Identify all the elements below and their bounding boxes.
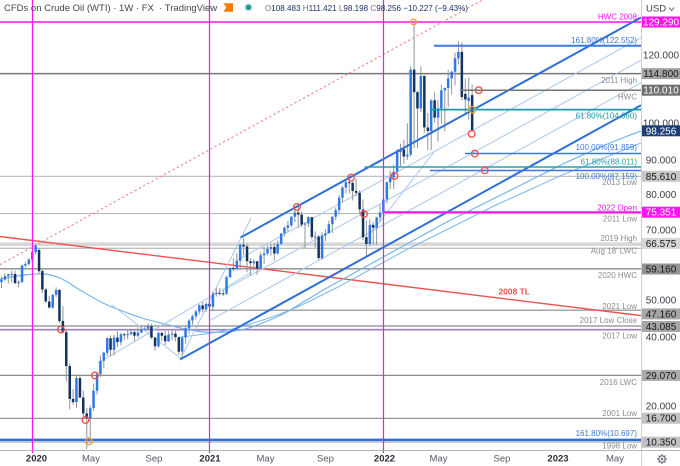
svg-text:161.80%(10.697): 161.80%(10.697) xyxy=(576,429,638,438)
svg-text:2019 High: 2019 High xyxy=(601,234,637,243)
svg-text:HWC: HWC xyxy=(618,93,637,102)
svg-text:85.610: 85.610 xyxy=(646,172,677,183)
svg-text:40.000: 40.000 xyxy=(646,333,677,344)
svg-text:May: May xyxy=(430,454,448,465)
svg-text:2016 LWC: 2016 LWC xyxy=(600,378,637,387)
svg-text:70.000: 70.000 xyxy=(646,225,677,236)
svg-text:98.256: 98.256 xyxy=(646,126,677,137)
svg-text:61.80%(88.011): 61.80%(88.011) xyxy=(581,158,638,167)
svg-text:1998 Low: 1998 Low xyxy=(602,442,637,451)
svg-text:2020: 2020 xyxy=(26,454,47,465)
svg-text:114.800: 114.800 xyxy=(643,69,679,80)
svg-text:110.010: 110.010 xyxy=(643,86,679,97)
svg-text:100.00%(87.159): 100.00%(87.159) xyxy=(576,172,638,181)
svg-text:120.000: 120.000 xyxy=(643,50,680,61)
svg-text:2017 Low Close: 2017 Low Close xyxy=(580,316,638,325)
svg-text:50.000: 50.000 xyxy=(646,296,677,307)
svg-text:10.350: 10.350 xyxy=(646,438,677,449)
svg-text:2017 Low: 2017 Low xyxy=(602,332,637,341)
svg-text:16.700: 16.700 xyxy=(646,414,677,425)
svg-text:80.000: 80.000 xyxy=(646,190,677,201)
svg-text:May: May xyxy=(606,454,624,465)
svg-text:100.00%(91.859): 100.00%(91.859) xyxy=(576,143,638,152)
svg-text:129.290: 129.290 xyxy=(643,18,680,29)
svg-text:2011 High: 2011 High xyxy=(601,76,637,85)
svg-text:2022 Open: 2022 Open xyxy=(597,204,637,213)
svg-text:2013 Low: 2013 Low xyxy=(602,178,637,187)
svg-text:Sep: Sep xyxy=(494,454,511,465)
svg-text:Sep: Sep xyxy=(317,454,334,465)
svg-text:2021: 2021 xyxy=(199,454,221,465)
svg-text:May: May xyxy=(82,454,100,465)
svg-text:61.80%(104.060): 61.80%(104.060) xyxy=(576,112,638,121)
svg-text:2020 HWC: 2020 HWC xyxy=(598,271,637,280)
svg-text:161.80%(122.552): 161.80%(122.552) xyxy=(571,36,637,45)
svg-text:2021 Low: 2021 Low xyxy=(602,302,637,311)
svg-text:66.575: 66.575 xyxy=(646,239,677,250)
svg-text:May: May xyxy=(257,454,275,465)
svg-text:2008 TL: 2008 TL xyxy=(498,287,530,297)
svg-text:USD: USD xyxy=(646,4,666,15)
svg-text:Sep: Sep xyxy=(146,454,163,465)
svg-text:2001 Low: 2001 Low xyxy=(602,409,637,418)
svg-text:CFDs on Crude Oil (WTI) · 1W ·: CFDs on Crude Oil (WTI) · 1W · FX · Trad… xyxy=(4,3,217,14)
svg-text:Aug 18' LWC: Aug 18' LWC xyxy=(591,247,638,256)
svg-text:O108.483 H111.421 L98.198 C98.: O108.483 H111.421 L98.198 C98.256 −10.22… xyxy=(265,3,468,13)
svg-text:2011 Low: 2011 Low xyxy=(603,215,637,224)
svg-text:20.000: 20.000 xyxy=(646,402,677,413)
svg-text:2023: 2023 xyxy=(547,454,568,465)
svg-text:29.070: 29.070 xyxy=(646,371,677,382)
svg-text:100.000: 100.000 xyxy=(643,119,680,130)
svg-text:75.351: 75.351 xyxy=(646,208,677,219)
svg-text:2022: 2022 xyxy=(374,454,395,465)
svg-text:90.000: 90.000 xyxy=(646,155,677,166)
svg-text:59.160: 59.160 xyxy=(646,265,677,276)
svg-text:HWC 2008: HWC 2008 xyxy=(598,13,638,22)
svg-text:47.160: 47.160 xyxy=(646,309,677,320)
svg-text:43.085: 43.085 xyxy=(646,322,677,333)
